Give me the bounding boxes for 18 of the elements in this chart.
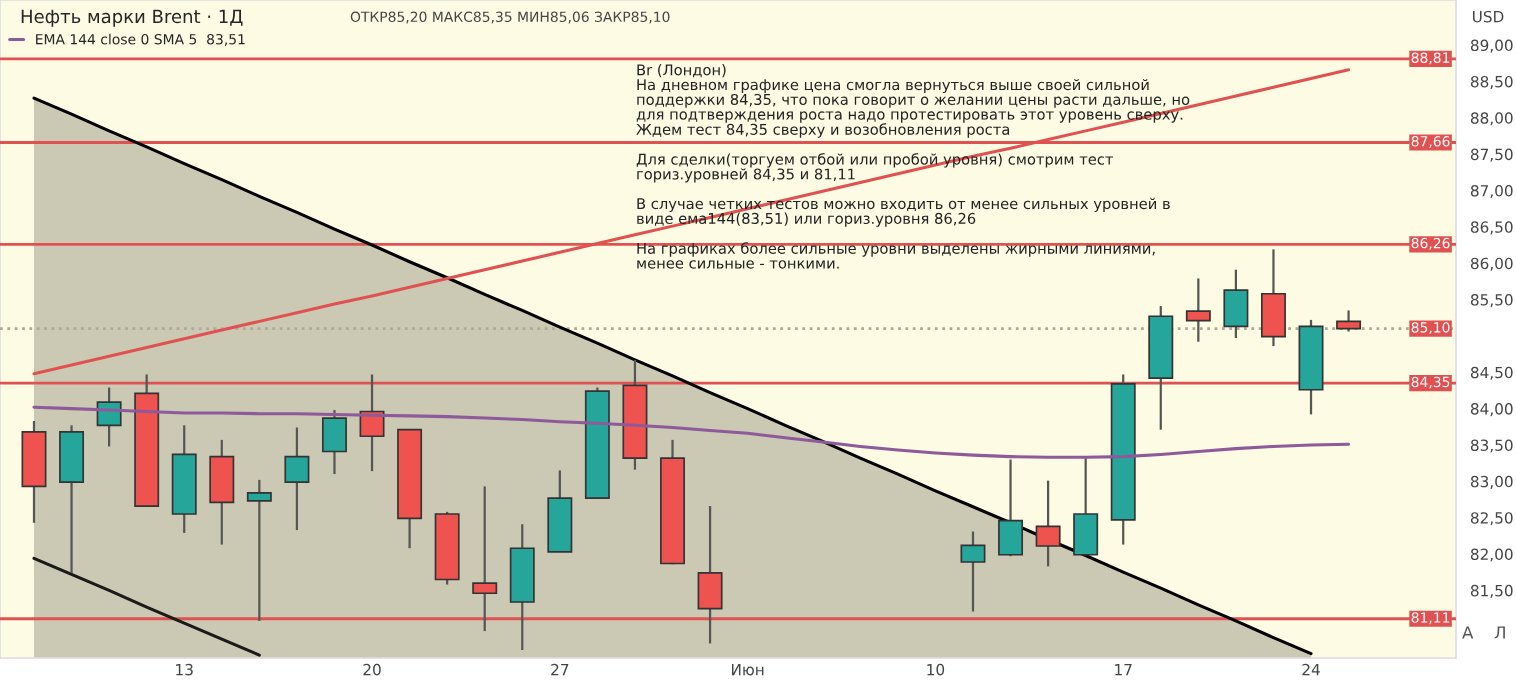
candlestick — [321, 408, 347, 476]
candlestick — [209, 438, 235, 546]
candlestick — [284, 426, 310, 532]
candlestick — [1260, 248, 1286, 348]
candlestick — [960, 530, 986, 613]
candlestick — [1336, 309, 1362, 333]
candlestick — [1073, 455, 1099, 556]
candlestick — [697, 504, 723, 645]
candlestick — [998, 458, 1024, 558]
candlestick — [472, 485, 498, 633]
text: Нефть марки Brent · 1Д — [21, 9, 243, 27]
candlestick — [246, 478, 272, 623]
text: Л — [1494, 626, 1505, 639]
text: A — [1462, 626, 1474, 639]
line-series — [32, 556, 261, 657]
candlestick — [1035, 479, 1061, 568]
candlestick — [1223, 268, 1249, 340]
candlestick — [1185, 277, 1211, 343]
